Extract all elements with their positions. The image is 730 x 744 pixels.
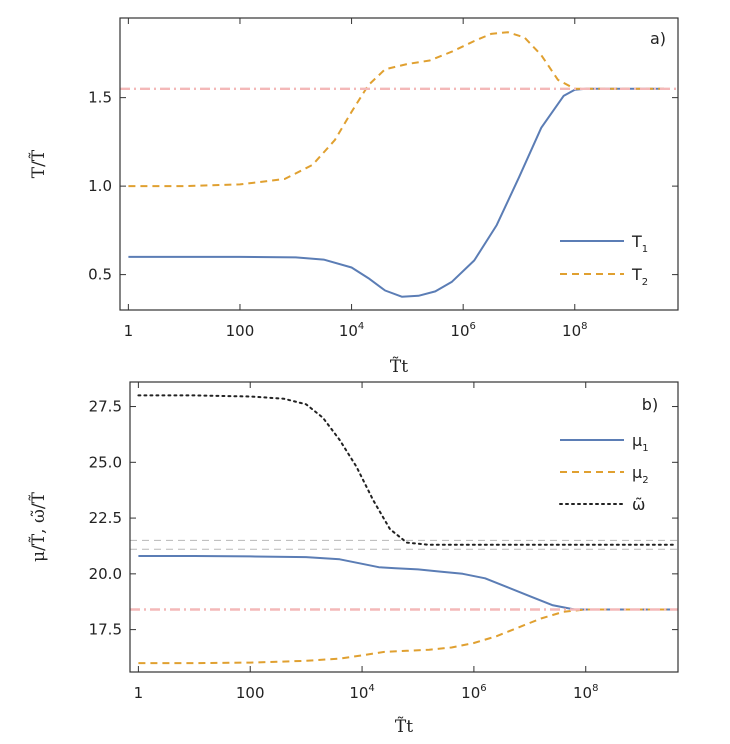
x-tick-label: 1 [134, 684, 144, 702]
x-axis-label: T̃t [390, 357, 408, 377]
panel-label: a) [650, 29, 666, 48]
y-tick-label: 1.0 [88, 177, 112, 195]
x-axis-label: T̃t [395, 717, 413, 737]
series-line-2 [138, 608, 676, 665]
y-tick-label: 0.5 [88, 266, 112, 284]
legend-label: μ1 [632, 431, 649, 454]
y-tick-label: 27.5 [89, 398, 122, 416]
y-tick-label: 25.0 [89, 453, 122, 471]
y-tick-label: 17.5 [89, 621, 122, 639]
y-tick-label: 20.0 [89, 565, 122, 583]
x-tick-label: 108 [562, 321, 587, 340]
panel-a: 1 100 104 106 108 0.5 1.0 1.5 T̃t T/T̃ a) T1 T2 [29, 17, 679, 377]
x-tick-label: 100 [226, 322, 255, 340]
y-axis-label: μ/T̃, ω̃/T̃ [29, 491, 49, 562]
x-tick-label: 104 [349, 683, 374, 702]
legend-label: ω̃ [632, 495, 645, 514]
panel-label: b) [642, 395, 658, 414]
series-line-2 [128, 31, 664, 188]
x-tick-label: 108 [573, 683, 598, 702]
series-line-omega [137, 394, 677, 546]
x-tick-label: 106 [461, 683, 486, 702]
x-tick-label: 106 [450, 321, 475, 340]
plot-frame [119, 17, 679, 311]
x-tick-label: 100 [236, 684, 265, 702]
y-tick-label: 22.5 [89, 509, 122, 527]
series-line-1 [128, 87, 664, 298]
x-tick-label: 104 [339, 321, 364, 340]
panel-b: 1 100 104 106 108 17.5 20.0 22.5 25.0 27.5 T̃t μ/T̃… [29, 381, 679, 737]
y-axis-label: T/T̃ [29, 149, 49, 178]
plot-frame [129, 381, 679, 673]
legend-label: T2 [631, 265, 648, 288]
series-line-1 [138, 555, 676, 611]
x-tick-label: 1 [124, 322, 134, 340]
legend-label: μ2 [632, 463, 649, 486]
y-tick-label: 1.5 [88, 89, 112, 107]
legend-label: T1 [631, 232, 648, 255]
